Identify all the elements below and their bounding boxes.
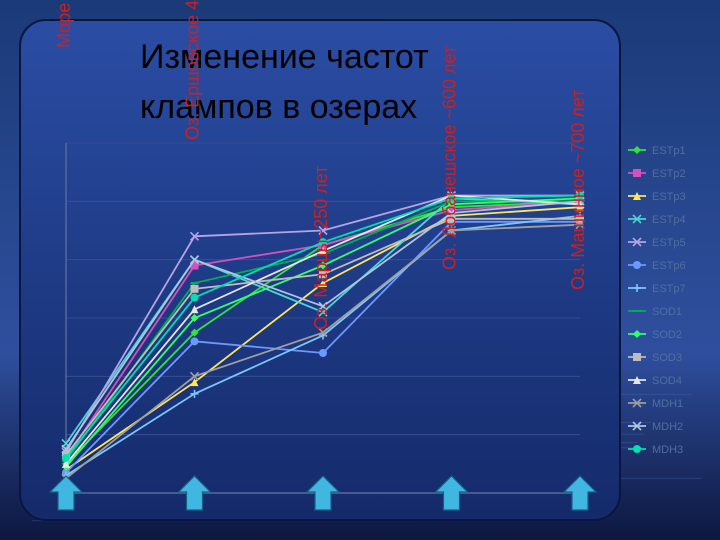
axis-vertical-label: Оз. Ершовское 40 лет [183,0,203,140]
axis-vertical-label: Оз. Марцы~250 лет [311,166,331,330]
legend-label: SOD1 [652,306,682,318]
axis-vertical-label: Оз. Машинное ~700 лет [568,89,588,290]
chart-svg: Изменение частотклампов в озерахМоре 0 л… [0,0,720,540]
legend-label: ESTp4 [652,214,686,226]
axis-vertical-label: Оз. Лобанешское ~600 лет [440,46,460,270]
legend-marker [633,353,641,361]
legend-label: SOD4 [652,375,682,387]
legend-label: SOD3 [652,352,682,364]
legend-label: ESTp7 [652,283,686,295]
legend-label: ESTp3 [652,191,686,203]
chart-slide: Изменение частотклампов в озерахМоре 0 л… [0,0,720,540]
legend-label: ESTp1 [652,145,686,157]
legend-label: SOD2 [652,329,682,341]
legend-label: ESTp6 [652,260,686,272]
legend-label: MDH2 [652,421,683,433]
legend-label: ESTp2 [652,168,686,180]
legend-marker [633,261,641,269]
legend-marker [633,445,641,453]
legend-label: ESTp5 [652,237,686,249]
legend-label: MDH3 [652,444,683,456]
axis-vertical-label: Море 0 лет [54,0,74,48]
legend-label: MDH1 [652,398,683,410]
legend-marker [633,169,641,177]
